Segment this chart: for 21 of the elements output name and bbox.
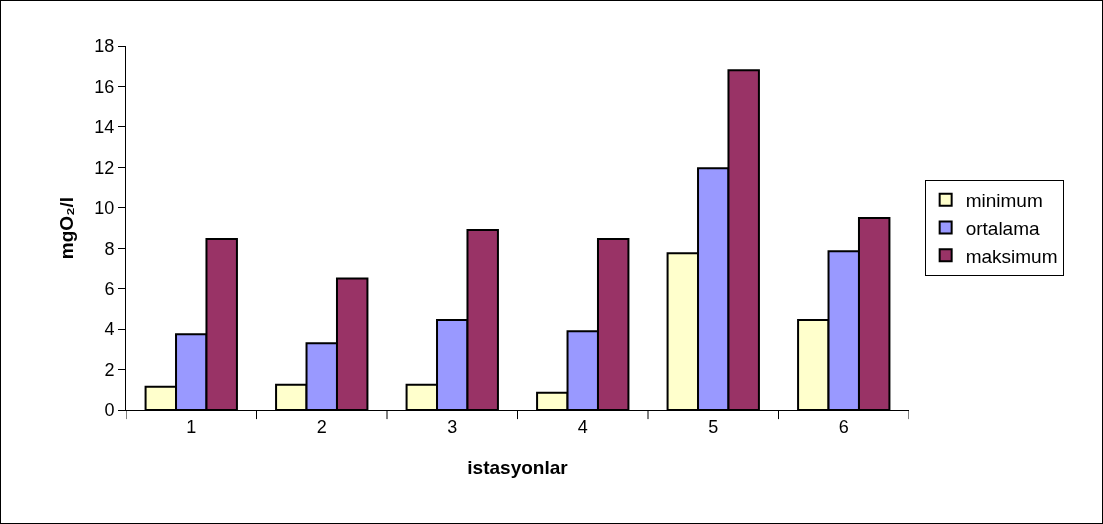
y-tick-label: 16	[94, 76, 115, 97]
x-tick-label: 3	[447, 416, 458, 437]
y-tick-label: 0	[104, 400, 115, 421]
y-axis-title: mgO₂/l	[56, 196, 78, 260]
y-tick-label: 10	[94, 198, 115, 219]
y-tick-label: 6	[104, 278, 115, 299]
x-tick-label: 1	[186, 416, 197, 437]
y-tick-label: 18	[94, 36, 115, 57]
legend-label: minimum	[965, 190, 1043, 212]
y-tick-label: 4	[104, 319, 115, 340]
x-tick-label: 5	[708, 416, 719, 437]
y-tick-label: 2	[104, 359, 115, 380]
x-tick-label: 6	[838, 416, 849, 437]
y-tick-label: 12	[94, 157, 115, 178]
x-axis-title: istasyonlar	[467, 457, 569, 479]
y-tick-label: 8	[104, 238, 115, 259]
x-tick-label: 2	[316, 416, 327, 437]
y-tick-label: 14	[94, 117, 115, 138]
legend-label: ortalama	[965, 217, 1041, 239]
legend-label: maksimum	[965, 245, 1058, 267]
x-tick-label: 4	[577, 416, 588, 437]
